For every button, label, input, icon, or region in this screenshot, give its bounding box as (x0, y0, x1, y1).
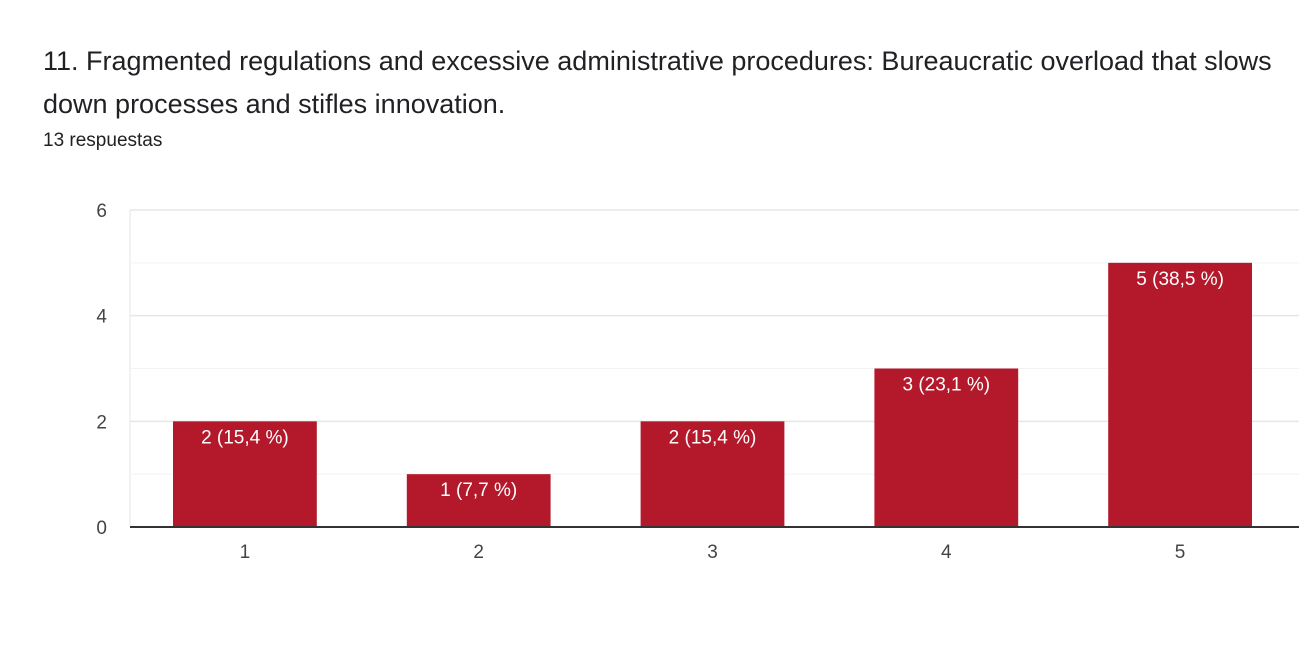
y-tick-label: 4 (96, 307, 107, 328)
bar-data-label: 3 (23,1 %) (902, 375, 990, 396)
bars (173, 262, 1252, 527)
x-axis: 1 2 3 4 5 (130, 526, 1299, 563)
x-tick-label: 4 (941, 542, 952, 563)
y-tick-label: 0 (96, 518, 107, 539)
question-title: 11. Fragmented regulations and excessive… (43, 46, 1272, 119)
bar-3 (640, 421, 785, 527)
y-axis: 0 2 4 6 (96, 201, 107, 539)
x-tick-label: 5 (1175, 542, 1186, 563)
x-tick-label: 2 (473, 542, 484, 563)
response-count: 13 respuestas (43, 130, 163, 151)
bar-1 (173, 421, 317, 527)
x-tick-label: 1 (240, 542, 251, 563)
bar-5 (1108, 262, 1252, 527)
bar-data-label: 5 (38,5 %) (1136, 269, 1224, 290)
bar-4 (874, 368, 1019, 527)
bar-2 (406, 474, 551, 527)
y-tick-label: 2 (96, 412, 107, 433)
data-labels: 2 (15,4 %) 1 (7,7 %) 2 (15,4 %) 3 (23,1 %) 5… (201, 269, 1224, 501)
bar-data-label: 2 (15,4 %) (669, 427, 757, 448)
bar-data-label: 2 (15,4 %) (201, 427, 289, 448)
y-tick-label: 6 (96, 201, 107, 222)
x-tick-label: 3 (707, 542, 718, 563)
bar-data-label: 1 (7,7 %) (440, 480, 517, 501)
